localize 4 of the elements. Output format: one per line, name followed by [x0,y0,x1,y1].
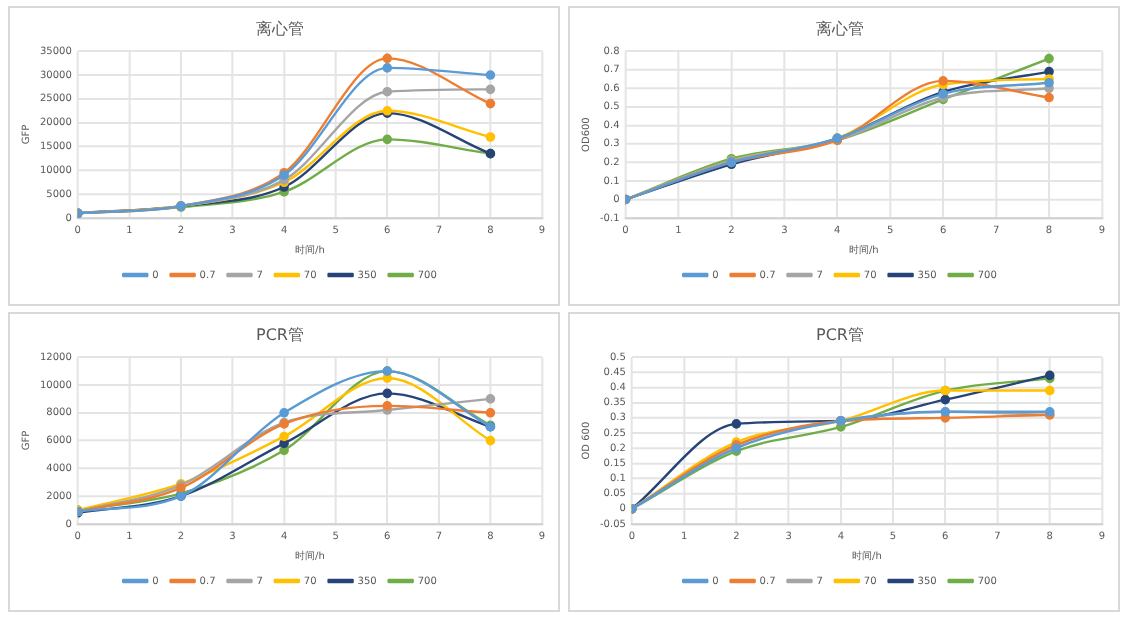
chart-title: 离心管 [816,19,864,38]
chart-title: PCR管 [816,325,864,344]
chart-title: PCR管 [256,325,304,344]
chart-title: 离心管 [256,19,304,38]
